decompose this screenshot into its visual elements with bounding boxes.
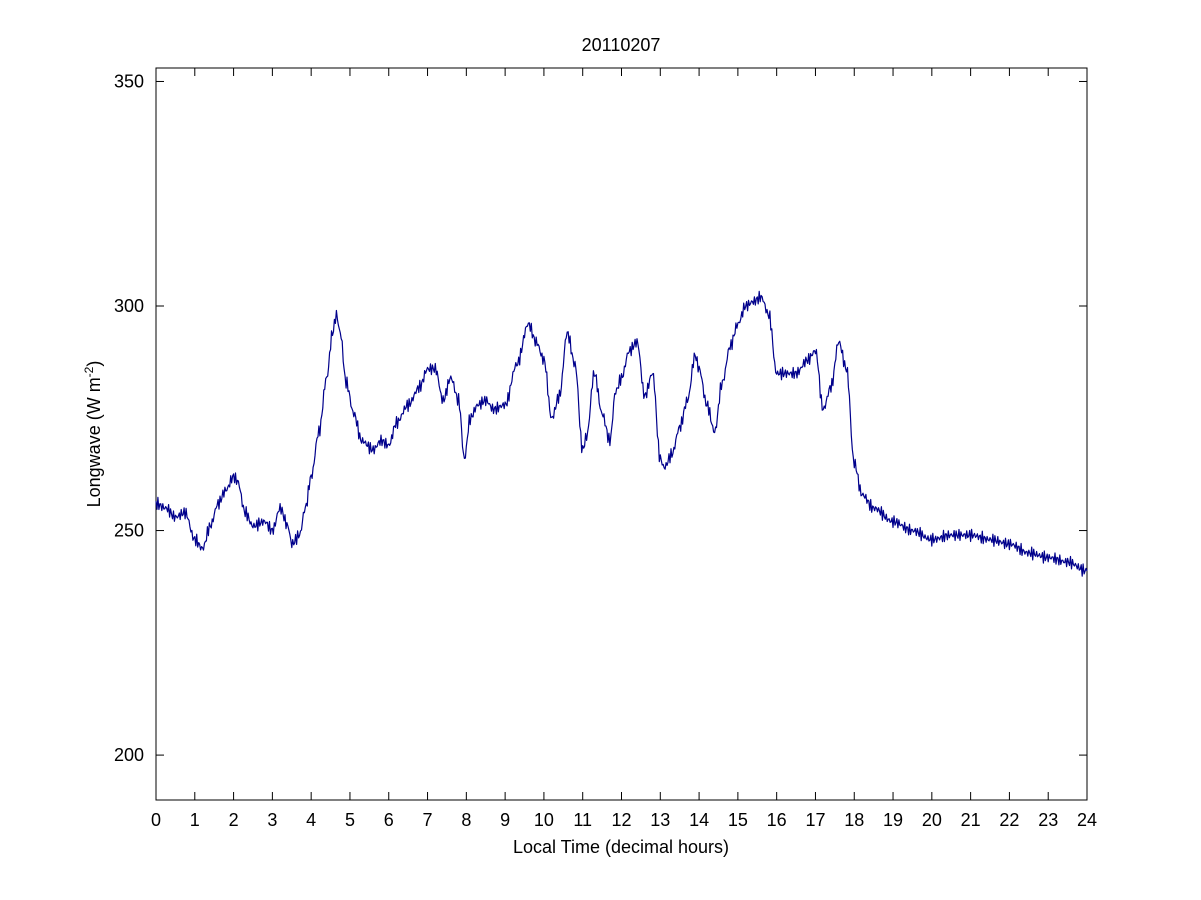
chart-title: 20110207: [582, 35, 661, 55]
y-axis-label-suffix: ): [84, 361, 104, 367]
x-tick-label: 7: [423, 810, 433, 830]
x-tick-label: 5: [345, 810, 355, 830]
x-tick-label: 2: [229, 810, 239, 830]
x-tick-label: 24: [1077, 810, 1097, 830]
x-tick-label: 1: [190, 810, 200, 830]
y-tick-label: 300: [114, 296, 144, 316]
x-tick-label: 12: [611, 810, 631, 830]
x-tick-label: 14: [689, 810, 709, 830]
plot-area: [155, 67, 1088, 801]
x-axis-ticks: 0 1 2 3 4 5 6 7 8 9 10 11 12 13 14 15 16 17 18 19 20 21 22 23 24: [151, 68, 1097, 830]
x-tick-label: 20: [922, 810, 942, 830]
x-tick-label: 0: [151, 810, 161, 830]
x-tick-label: 16: [767, 810, 787, 830]
x-tick-label: 21: [961, 810, 981, 830]
x-tick-label: 23: [1038, 810, 1058, 830]
y-tick-label: 350: [114, 71, 144, 91]
longwave-series-line: [155, 290, 1088, 577]
x-tick-label: 13: [650, 810, 670, 830]
y-axis-label: Longwave (W m-2): [82, 361, 104, 508]
x-tick-label: 19: [883, 810, 903, 830]
y-tick-label: 250: [114, 521, 144, 541]
x-tick-label: 4: [306, 810, 316, 830]
y-tick-label: 200: [114, 745, 144, 765]
x-tick-label: 17: [805, 810, 825, 830]
x-tick-label: 10: [534, 810, 554, 830]
x-tick-label: 11: [573, 810, 592, 830]
x-tick-label: 22: [999, 810, 1019, 830]
x-axis-label: Local Time (decimal hours): [513, 837, 729, 857]
y-axis-label-prefix: Longwave (W m: [84, 377, 104, 507]
x-tick-label: 15: [728, 810, 748, 830]
y-axis-ticks: 200 250 300 350: [114, 71, 1087, 765]
y-axis-label-superscript: -2: [82, 366, 96, 377]
x-tick-label: 9: [500, 810, 510, 830]
x-tick-label: 6: [384, 810, 394, 830]
x-tick-label: 8: [461, 810, 471, 830]
x-tick-label: 3: [267, 810, 277, 830]
x-tick-label: 18: [844, 810, 864, 830]
